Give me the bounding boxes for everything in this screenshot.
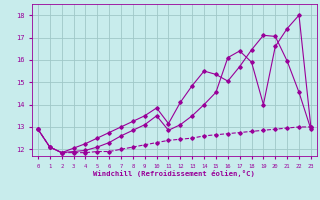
X-axis label: Windchill (Refroidissement éolien,°C): Windchill (Refroidissement éolien,°C) [93, 170, 255, 177]
